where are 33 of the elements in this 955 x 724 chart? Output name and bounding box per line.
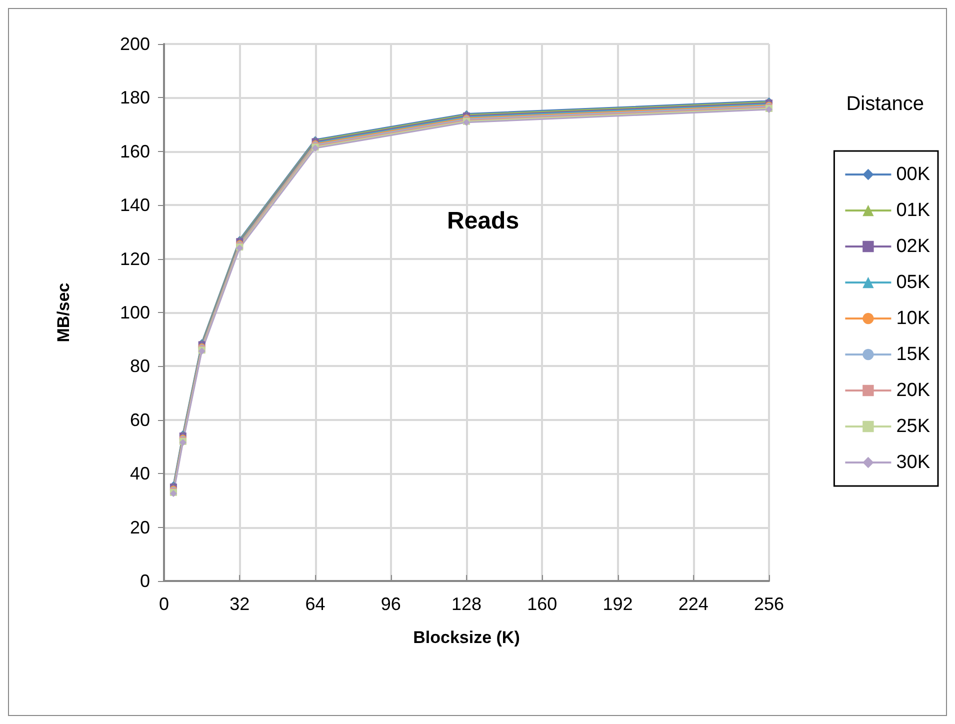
y-tick-label: 140 [120, 195, 150, 216]
x-tick-label: 160 [527, 594, 558, 614]
x-tick-label: 224 [678, 594, 708, 614]
legend-label: 00K [896, 164, 930, 185]
legend-title: Distance [846, 93, 924, 115]
y-tick-label: 200 [120, 34, 150, 54]
x-tick-label: 32 [230, 594, 250, 614]
legend-label: 05K [896, 272, 930, 293]
x-axis-title: Blocksize (K) [413, 628, 520, 647]
legend-label: 30K [896, 452, 930, 473]
legend-label: 02K [896, 236, 930, 257]
y-tick-label: 40 [130, 464, 150, 484]
x-tick-label: 192 [602, 594, 633, 614]
y-tick-label: 160 [120, 141, 150, 162]
y-tick-label: 100 [120, 302, 150, 322]
y-tick-label: 20 [130, 517, 150, 538]
legend-label: 01K [896, 200, 930, 221]
x-tick-label: 128 [451, 594, 482, 614]
x-tick-label: 0 [158, 594, 170, 614]
x-tick-label: 64 [305, 594, 326, 614]
y-tick-label: 80 [130, 356, 150, 376]
legend-label: 15K [896, 344, 930, 365]
x-tick-label: 256 [754, 594, 784, 614]
y-tick-label: 120 [120, 248, 150, 269]
y-axis-title: MB/sec [54, 282, 73, 342]
legend-label: 25K [896, 416, 930, 437]
y-tick-label: 60 [130, 410, 150, 430]
x-tick-label: 96 [380, 594, 401, 614]
text: Reads [447, 208, 520, 234]
y-tick-label: 180 [120, 88, 150, 108]
legend-label: 20K [896, 380, 930, 401]
y-tick-label: 0 [140, 571, 150, 591]
legend-label: 10K [896, 308, 930, 329]
